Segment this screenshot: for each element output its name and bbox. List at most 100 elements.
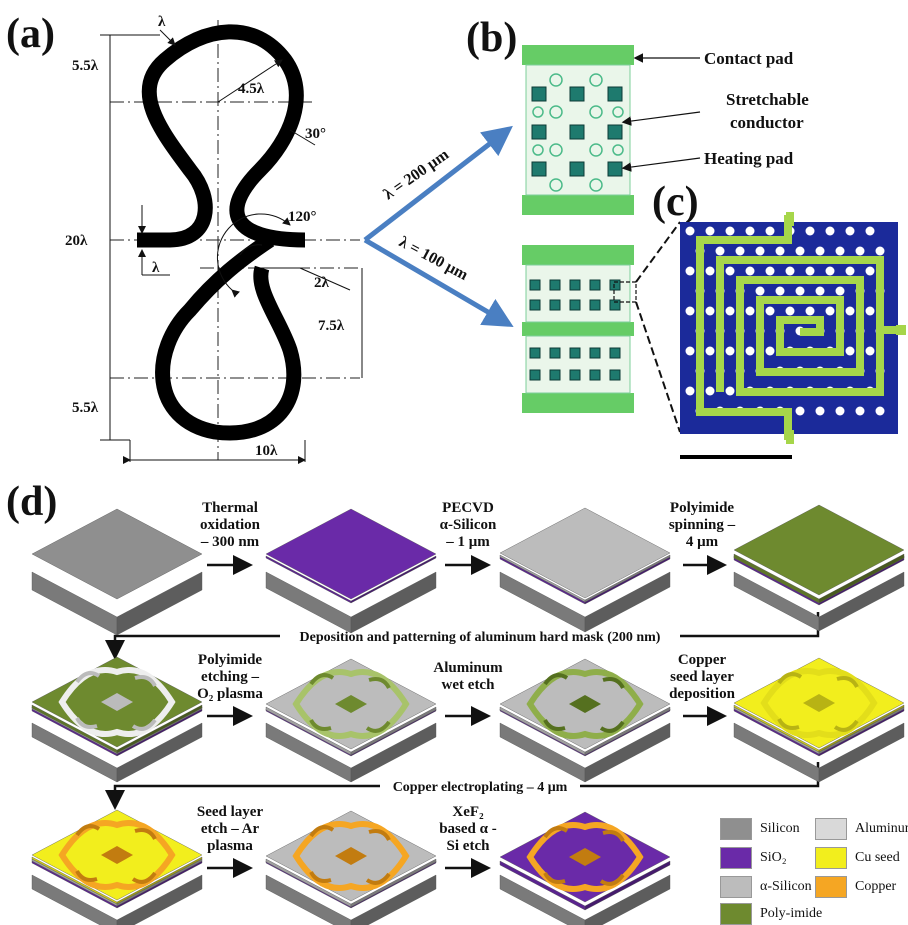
heater-dot — [815, 406, 825, 416]
heater-dot — [865, 266, 875, 276]
heater-dot — [765, 266, 775, 276]
wafer-layer-right — [818, 722, 905, 783]
heater-dot — [845, 266, 855, 276]
heater-dot — [845, 226, 855, 236]
heater-dot — [795, 286, 805, 296]
heater-dot — [845, 346, 855, 356]
legend-swatch — [720, 847, 752, 869]
serpentine-pattern — [526, 669, 644, 739]
heater-center — [569, 848, 601, 866]
wafer-layer-right — [818, 704, 905, 753]
wafer-layer-right — [584, 554, 671, 603]
heater-dot — [785, 306, 795, 316]
step-4-label: Polyimide etching – O₂ plasma — [197, 652, 263, 702]
heater-dot — [705, 266, 715, 276]
heater-dot — [725, 346, 735, 356]
heater-dot — [755, 286, 765, 296]
wafer-stacks — [31, 504, 905, 925]
heater-dot — [685, 386, 695, 396]
heater-dot — [765, 226, 775, 236]
annot-heating-pad: Heating pad — [704, 149, 794, 168]
serpentine-loops — [543, 826, 625, 886]
contact-pad-top — [522, 45, 634, 65]
serpentine-pattern — [58, 820, 176, 890]
device-100 — [522, 245, 637, 413]
heater-center — [101, 693, 133, 711]
heater-dot — [835, 406, 845, 416]
heater-center — [569, 695, 601, 713]
serpentine-pattern — [292, 669, 410, 739]
heater-zoom — [680, 212, 906, 444]
panel-d-label: (d) — [6, 479, 58, 525]
step-1-label: Thermal oxidation – 300 nm — [199, 500, 260, 550]
heater-dot — [685, 266, 695, 276]
heater-dot — [725, 266, 735, 276]
stretchable-conductors — [532, 73, 624, 192]
wafer-layer-right — [350, 571, 437, 634]
heater-dot — [745, 266, 755, 276]
heater-dot — [705, 386, 715, 396]
serpentine-pattern — [292, 821, 410, 891]
heater-dot — [835, 246, 845, 256]
serpentine-pattern — [58, 667, 176, 737]
heater-dot — [865, 306, 875, 316]
heater-dot — [875, 406, 885, 416]
heater-dot — [865, 346, 875, 356]
heater-dot — [815, 246, 825, 256]
wafer-layer-right — [350, 858, 437, 908]
dim-bottom-margin: 5.5λ — [72, 400, 99, 416]
dim-radius-outer: 4.5λ — [238, 81, 265, 97]
wafer-top — [733, 504, 905, 596]
arrow-to-100 — [363, 237, 514, 328]
legend-polyimide: Poly-imide — [720, 903, 822, 925]
wafer-layer-right — [818, 553, 905, 604]
wafer-layer-right — [584, 874, 671, 925]
label-lambda-100: λ = 100 μm — [396, 234, 471, 285]
contact-pad-bottom — [522, 195, 634, 215]
device-200 — [522, 45, 634, 215]
wafer-layer-right — [116, 856, 203, 905]
heater-dot — [705, 306, 715, 316]
heater-dot — [805, 266, 815, 276]
legend-swatch — [720, 818, 752, 840]
legend-swatch — [720, 903, 752, 925]
legend-asilicon: α-Silicon — [720, 876, 812, 898]
wafer-layer-right — [584, 571, 671, 633]
heater-dot — [795, 246, 805, 256]
annot-contact-pad: Contact pad — [704, 49, 794, 68]
heater-dot — [765, 346, 775, 356]
heater-dot — [795, 406, 805, 416]
row-connector-1: Deposition and patterning of aluminum ha… — [300, 630, 661, 645]
legend-copper: Copper — [815, 876, 896, 898]
wafer-layer-right — [116, 874, 203, 925]
serpentine-loops — [75, 824, 157, 884]
wafer-layer-right — [584, 722, 671, 783]
heater-dot — [875, 246, 885, 256]
heater-dot — [755, 246, 765, 256]
heater-dot — [725, 306, 735, 316]
heater-center — [335, 847, 367, 865]
heater-dot — [745, 226, 755, 236]
heater-dot — [735, 246, 745, 256]
heater-dot — [715, 246, 725, 256]
legend-swatch — [815, 818, 847, 840]
heater-dot — [745, 306, 755, 316]
legend-swatch — [815, 847, 847, 869]
heater-dot — [765, 306, 775, 316]
heater-dot — [785, 266, 795, 276]
heater-dot — [825, 306, 835, 316]
wafer-layer-right — [584, 860, 671, 911]
heater-dot — [845, 306, 855, 316]
wafer-top — [499, 507, 671, 599]
serpentine-pattern — [760, 668, 878, 738]
dim-lower-height: 7.5λ — [318, 318, 345, 334]
legend-swatch — [720, 876, 752, 898]
wafer-layer-right — [116, 704, 203, 754]
heater-dot — [825, 266, 835, 276]
wafer-top — [31, 508, 203, 600]
wafer-layer-right — [116, 571, 203, 636]
serpentine-shape — [137, 24, 306, 441]
heating-pads — [531, 86, 623, 177]
legend-cu-seed: Cu seed — [815, 847, 900, 869]
